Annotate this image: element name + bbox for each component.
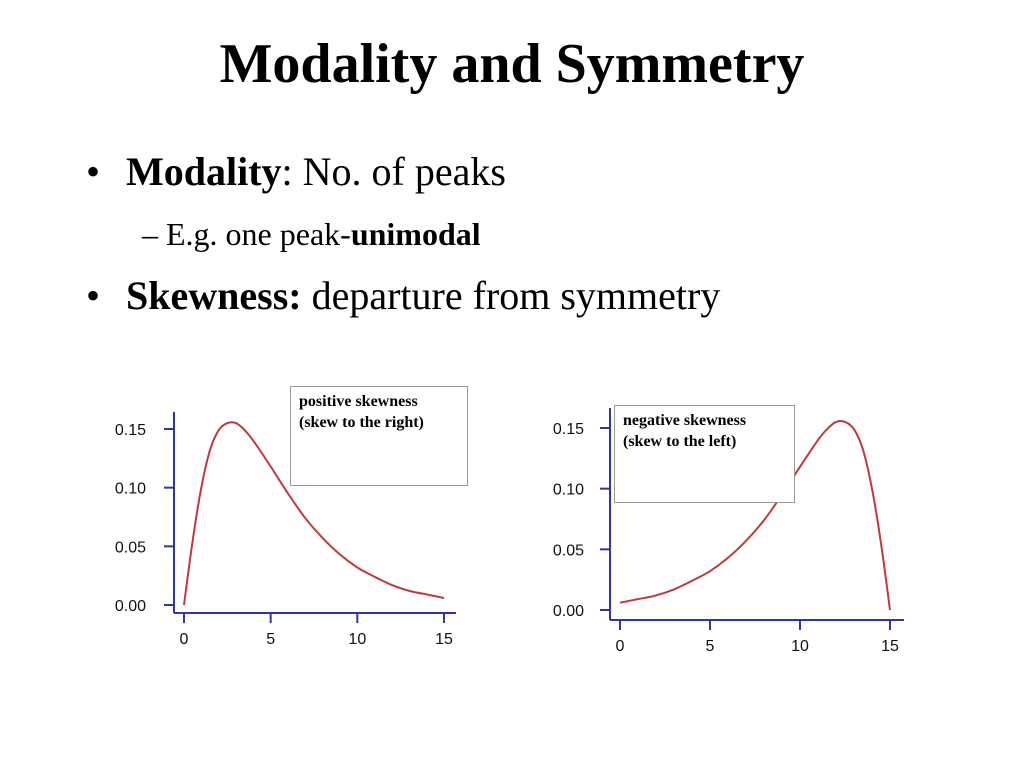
- positive-y-tick-label: 0.05: [115, 539, 146, 556]
- positive-x-tick-label: 10: [348, 631, 366, 648]
- negative-skew-annotation: negative skewness (skew to the left): [614, 405, 795, 503]
- positive-skew-annotation: positive skewness (skew to the right): [290, 386, 468, 486]
- slide-title: Modality and Symmetry: [219, 33, 805, 95]
- bullet-dot: •: [86, 149, 101, 194]
- annotation-line: (skew to the left): [623, 433, 737, 450]
- negative-x-tick-label: 5: [706, 638, 715, 655]
- annotation-line: (skew to the right): [299, 414, 424, 431]
- bullet-modality-term: Modality: [126, 149, 282, 194]
- bullet-modality: • Modality: No. of peaks: [86, 148, 506, 196]
- bullet-skewness-text: departure from symmetry: [301, 273, 721, 318]
- positive-x-tick-label: 5: [266, 631, 275, 648]
- positive-y-tick-label: 0.00: [115, 598, 146, 615]
- bullet-skewness: • Skewness: departure from symmetry: [86, 272, 720, 320]
- bullet-skewness-term: Skewness:: [126, 273, 302, 318]
- positive-y-tick-label: 0.15: [115, 422, 146, 439]
- negative-y-tick-label: 0.00: [553, 603, 584, 620]
- sub-bullet-unimodal: – E.g. one peak-unimodal: [142, 214, 481, 254]
- annotation-line: negative skewness: [623, 412, 747, 429]
- positive-density-curve: [183, 421, 445, 606]
- negative-y-tick-label: 0.15: [553, 421, 584, 438]
- negative-x-tick-label: 15: [881, 638, 899, 655]
- negative-x-tick-label: 10: [791, 638, 809, 655]
- positive-y-tick-label: 0.10: [115, 481, 146, 498]
- positive-x-tick-label: 0: [180, 631, 189, 648]
- negative-x-tick-label: 0: [616, 638, 625, 655]
- bullet-modality-text: : No. of peaks: [281, 149, 506, 194]
- annotation-line: positive skewness: [299, 393, 418, 410]
- negative-y-tick-label: 0.10: [553, 482, 584, 499]
- negative-y-tick-label: 0.05: [553, 542, 584, 559]
- sub-bullet-text: – E.g. one peak-: [142, 216, 351, 252]
- sub-bullet-term: unimodal: [350, 216, 481, 252]
- positive-x-tick-label: 15: [435, 631, 453, 648]
- bullet-dot: •: [86, 273, 101, 318]
